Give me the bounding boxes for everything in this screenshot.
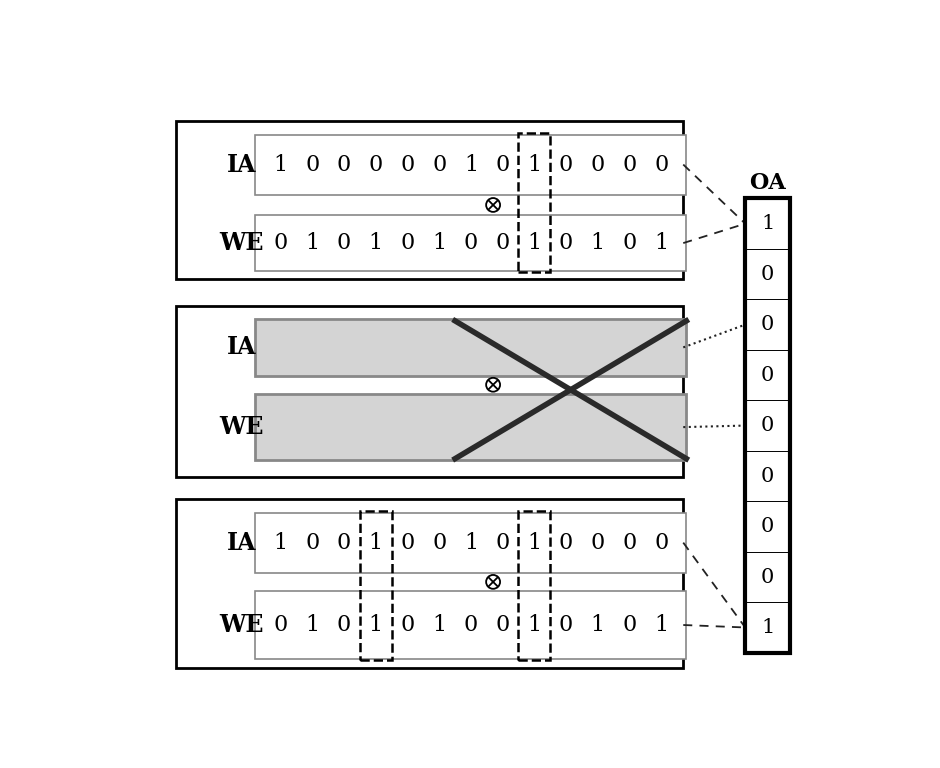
- Text: 0: 0: [654, 531, 668, 554]
- Text: 1: 1: [761, 214, 775, 233]
- Text: 1: 1: [527, 614, 541, 636]
- Text: 0: 0: [590, 531, 604, 554]
- Text: 0: 0: [622, 614, 636, 636]
- Bar: [256, 319, 686, 376]
- Bar: [176, 121, 683, 279]
- Text: 0: 0: [274, 614, 288, 636]
- Text: 1: 1: [432, 232, 446, 254]
- Text: 1: 1: [463, 154, 478, 176]
- Text: 1: 1: [527, 154, 541, 176]
- Text: 1: 1: [590, 614, 604, 636]
- Text: 0: 0: [432, 154, 446, 176]
- Text: 1: 1: [274, 154, 288, 176]
- Text: 0: 0: [495, 232, 509, 254]
- Text: 1: 1: [368, 531, 383, 554]
- Text: 1: 1: [432, 614, 446, 636]
- Text: 0: 0: [274, 232, 288, 254]
- Text: IA: IA: [227, 336, 257, 359]
- Text: 0: 0: [654, 154, 668, 176]
- Bar: [360, 511, 392, 660]
- Text: 0: 0: [559, 232, 573, 254]
- Text: 0: 0: [761, 315, 775, 334]
- Text: 0: 0: [400, 614, 415, 636]
- Text: 0: 0: [306, 154, 320, 176]
- Text: 1: 1: [306, 614, 320, 636]
- Text: IA: IA: [227, 531, 257, 554]
- Text: IA: IA: [227, 153, 257, 177]
- Text: 0: 0: [432, 531, 446, 554]
- Text: 0: 0: [495, 154, 509, 176]
- Bar: [519, 511, 550, 660]
- Text: 0: 0: [337, 232, 352, 254]
- Bar: [745, 198, 791, 653]
- Text: 1: 1: [527, 531, 541, 554]
- Text: 0: 0: [400, 232, 415, 254]
- Text: OA: OA: [749, 172, 786, 194]
- Text: 1: 1: [527, 232, 541, 254]
- Text: 1: 1: [368, 614, 383, 636]
- Text: WE: WE: [219, 613, 264, 637]
- Text: 1: 1: [654, 614, 668, 636]
- Text: 1: 1: [654, 232, 668, 254]
- Text: 0: 0: [400, 531, 415, 554]
- Bar: [256, 215, 686, 271]
- Text: 1: 1: [306, 232, 320, 254]
- Text: 0: 0: [761, 366, 775, 385]
- Text: 0: 0: [495, 531, 509, 554]
- Text: 0: 0: [463, 232, 478, 254]
- Text: 0: 0: [761, 416, 775, 435]
- Text: 0: 0: [622, 232, 636, 254]
- Text: 0: 0: [559, 154, 573, 176]
- Bar: [256, 512, 686, 573]
- Text: 0: 0: [622, 154, 636, 176]
- Text: 1: 1: [463, 531, 478, 554]
- Text: 1: 1: [274, 531, 288, 554]
- Text: 1: 1: [590, 232, 604, 254]
- Text: 0: 0: [622, 531, 636, 554]
- Text: 0: 0: [306, 531, 320, 554]
- Bar: [256, 134, 686, 194]
- Bar: [176, 498, 683, 668]
- Text: 0: 0: [761, 265, 775, 283]
- Text: 0: 0: [400, 154, 415, 176]
- Text: 0: 0: [337, 614, 352, 636]
- Text: 0: 0: [368, 154, 383, 176]
- Bar: [176, 306, 683, 477]
- Text: 0: 0: [761, 517, 775, 536]
- Text: 0: 0: [559, 531, 573, 554]
- Text: 0: 0: [495, 614, 509, 636]
- Text: 1: 1: [368, 232, 383, 254]
- Text: 0: 0: [337, 154, 352, 176]
- Text: 0: 0: [761, 466, 775, 485]
- Text: WE: WE: [219, 231, 264, 255]
- Bar: [256, 394, 686, 460]
- Text: 0: 0: [337, 531, 352, 554]
- Bar: [519, 133, 550, 273]
- Text: WE: WE: [219, 415, 264, 439]
- Text: 0: 0: [590, 154, 604, 176]
- Text: 0: 0: [463, 614, 478, 636]
- Text: 0: 0: [761, 568, 775, 587]
- Bar: [256, 591, 686, 659]
- Text: 0: 0: [559, 614, 573, 636]
- Text: 1: 1: [761, 618, 775, 637]
